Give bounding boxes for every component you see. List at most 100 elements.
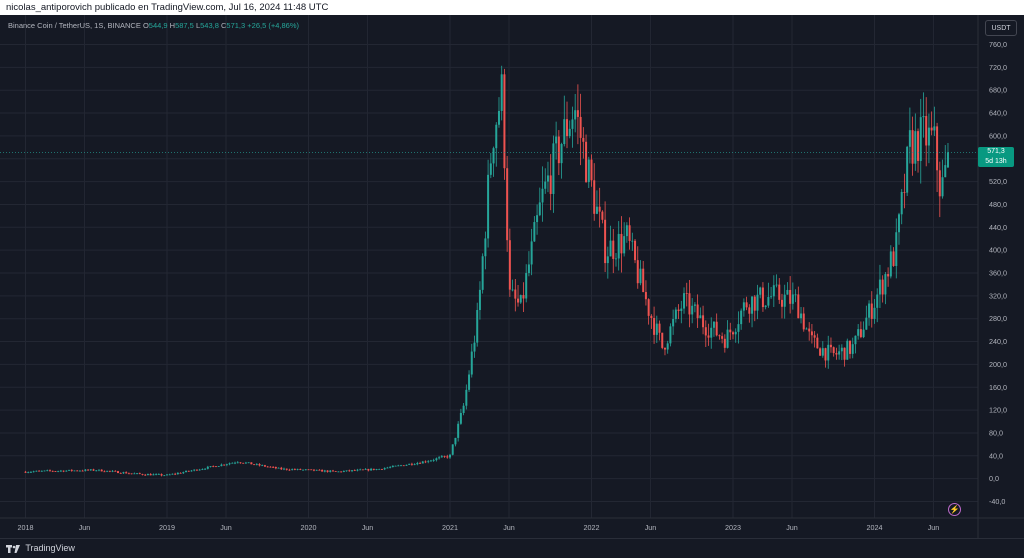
candle-body	[334, 471, 337, 472]
y-tick-label: -40,0	[989, 497, 1005, 506]
candle-body	[111, 470, 114, 472]
candle-body	[533, 222, 536, 242]
candle-body	[277, 467, 280, 469]
candle-body	[342, 471, 345, 472]
candle-body	[631, 240, 634, 242]
chart-area[interactable]: -40,0 0,0 40,0 80,0 120,0 160,0 200,0 240,0 280,…	[0, 15, 1024, 538]
y-tick-label: 120,0	[989, 406, 1007, 415]
candle-body	[636, 260, 639, 284]
candle-body	[503, 74, 506, 169]
close-value: 571,3	[226, 21, 246, 30]
candle-body	[97, 469, 100, 471]
candle-body	[527, 264, 530, 274]
candle-body	[410, 463, 413, 465]
candle-body	[840, 347, 843, 352]
candle-body	[601, 211, 604, 220]
candle-body	[538, 202, 541, 216]
candle-body	[506, 168, 509, 241]
candle-body	[674, 309, 677, 320]
x-tick-label: Jun	[928, 523, 940, 532]
candle-body	[454, 437, 457, 445]
candle-body	[195, 469, 198, 471]
candle-body	[495, 124, 498, 149]
candle-body	[59, 470, 62, 472]
candle-body	[835, 353, 838, 355]
candle-body	[337, 471, 340, 473]
candle-body	[95, 470, 98, 472]
candle-body	[193, 469, 196, 471]
candle-body	[653, 318, 656, 335]
x-tick-label: 2020	[301, 523, 317, 532]
candle-body	[171, 473, 174, 475]
x-tick-label: Jun	[79, 523, 91, 532]
candle-body	[497, 110, 500, 125]
candle-body	[435, 458, 438, 461]
candle-body	[881, 279, 884, 295]
candle-body	[685, 293, 688, 294]
candle-body	[163, 475, 166, 477]
candle-body	[650, 315, 653, 319]
candle-body	[250, 462, 253, 465]
candlestick-chart[interactable]: -40,0 0,0 40,0 80,0 120,0 160,0 200,0 240,0 280,…	[0, 15, 1024, 538]
candle-body	[549, 175, 552, 194]
y-tick-label: 200,0	[989, 360, 1007, 369]
ohlc-legend: Binance Coin / TetherUS, 1S, BINANCE O54…	[8, 21, 299, 30]
candle-body	[593, 180, 596, 214]
candle-body	[639, 268, 642, 284]
candle-body	[560, 144, 563, 164]
candle-body	[876, 294, 879, 308]
candle-body	[141, 474, 144, 475]
candle-body	[884, 274, 887, 295]
candle-body	[857, 329, 860, 336]
candle-body	[922, 116, 925, 118]
candle-body	[478, 289, 481, 311]
x-tick-label: 2018	[18, 523, 34, 532]
candle-body	[663, 347, 666, 350]
candle-body	[378, 468, 381, 470]
candle-body	[152, 474, 155, 476]
lightning-icon[interactable]: ⚡	[948, 503, 961, 516]
candle-body	[419, 463, 422, 464]
candle-body	[753, 296, 756, 311]
candle-body	[223, 464, 226, 466]
candle-body	[43, 470, 46, 472]
x-tick-label: Jun	[786, 523, 798, 532]
candle-body	[402, 465, 405, 467]
candle-body	[908, 130, 911, 147]
candle-body	[517, 298, 520, 303]
currency-button[interactable]: USDT	[985, 20, 1017, 36]
candle-body	[187, 470, 190, 472]
candle-body	[242, 462, 245, 464]
candle-body	[253, 464, 256, 466]
candle-body	[819, 348, 822, 356]
candle-body	[473, 342, 476, 352]
candle-body	[759, 287, 762, 295]
candle-body	[930, 127, 933, 131]
candle-body	[383, 468, 386, 470]
candle-body	[585, 141, 588, 183]
x-tick-label: 2021	[442, 523, 458, 532]
candle-body	[35, 470, 38, 472]
candle-body	[721, 336, 724, 339]
candle-body	[179, 472, 182, 474]
candle-body	[609, 240, 612, 257]
candle-body	[634, 240, 637, 261]
candle-body	[873, 307, 876, 319]
y-tick-label: 40,0	[989, 451, 1003, 460]
candle-body	[468, 374, 471, 390]
candle-body	[492, 148, 495, 164]
candle-body	[797, 294, 800, 319]
candle-body	[263, 465, 266, 467]
candle-body	[40, 470, 43, 472]
candle-body	[595, 206, 598, 214]
candle-body	[340, 471, 343, 473]
candle-body	[62, 470, 65, 472]
candle-body	[51, 470, 54, 472]
candle-body	[919, 117, 922, 161]
candle-body	[555, 136, 558, 144]
candle-body	[190, 470, 193, 472]
candle-body	[176, 472, 179, 475]
symbol-label: Binance Coin / TetherUS, 1S, BINANCE	[8, 21, 141, 30]
candle-body	[108, 470, 111, 472]
candle-body	[389, 466, 392, 468]
